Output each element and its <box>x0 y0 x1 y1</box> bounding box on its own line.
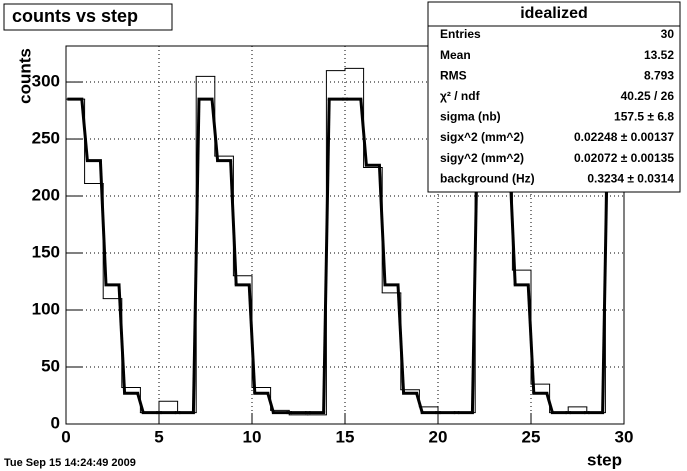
connector <box>396 284 406 394</box>
x-tick-label: 5 <box>154 427 163 446</box>
chart-title: counts vs step <box>12 6 138 26</box>
stat-value: 13.52 <box>644 48 674 62</box>
x-tick-label: 25 <box>522 427 541 446</box>
y-tick-label: 50 <box>41 356 60 375</box>
stat-label: sigx^2 (mm^2) <box>440 130 524 144</box>
connector <box>247 284 257 394</box>
connector <box>377 165 387 285</box>
stat-value: 0.02248 ± 0.00137 <box>574 130 674 144</box>
connector <box>266 392 275 414</box>
y-tick-label: 250 <box>32 129 60 148</box>
stat-label: sigma (nb) <box>440 110 501 124</box>
stat-label: χ² / ndf <box>440 89 481 103</box>
x-tick-label: 0 <box>61 427 70 446</box>
stat-value: 0.02072 ± 0.00135 <box>574 151 674 165</box>
x-tick-label: 20 <box>429 427 448 446</box>
connector <box>136 392 145 414</box>
y-axis-label: counts <box>15 48 34 104</box>
stat-value: 8.793 <box>644 68 674 82</box>
stats-title: idealized <box>520 5 588 22</box>
stat-label: Mean <box>440 48 471 62</box>
y-tick-label: 100 <box>32 299 60 318</box>
x-tick-label: 30 <box>615 427 634 446</box>
y-tick-label: 300 <box>32 72 60 91</box>
stats-box: idealized Entries 30 Mean 13.52 RMS 8.793 χ² /… <box>427 1 681 193</box>
timestamp: Tue Sep 15 14:24:49 2009 <box>4 457 136 469</box>
stats-frame <box>427 1 681 193</box>
connector <box>98 160 108 285</box>
stat-value: 30 <box>661 27 675 41</box>
connector <box>359 98 368 166</box>
y-tick-label: 0 <box>51 413 60 432</box>
connector <box>117 284 127 394</box>
connector <box>80 98 89 161</box>
stat-value: 0.3234 ± 0.0314 <box>587 171 674 185</box>
stat-value: 157.5 ± 6.8 <box>614 110 674 124</box>
y-tick-label: 200 <box>32 185 60 204</box>
x-axis-label: step <box>587 450 622 469</box>
y-tick-label: 150 <box>32 242 60 261</box>
connector <box>526 284 536 394</box>
x-tick-label: 10 <box>243 427 262 446</box>
connector <box>229 160 238 285</box>
connector <box>191 99 201 413</box>
stat-value: 40.25 / 26 <box>621 89 675 103</box>
frame <box>65 45 625 425</box>
connector <box>545 392 554 414</box>
connector <box>210 98 220 161</box>
title-box <box>3 3 173 31</box>
connector <box>322 99 331 413</box>
stat-label: RMS <box>440 68 467 82</box>
connector <box>415 392 424 414</box>
stat-label: Entries <box>440 27 481 41</box>
stat-label: background (Hz) <box>440 171 535 185</box>
stat-label: sigy^2 (mm^2) <box>440 151 524 165</box>
x-tick-label: 15 <box>336 427 355 446</box>
